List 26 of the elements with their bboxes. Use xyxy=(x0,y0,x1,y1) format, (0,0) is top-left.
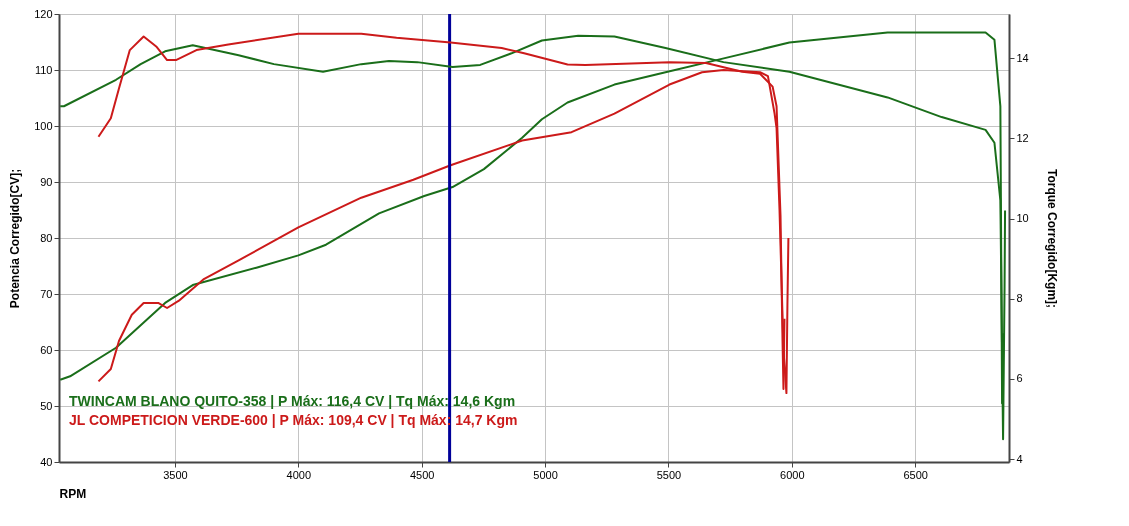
y-tick-label: 110 xyxy=(34,63,53,76)
x-tick-label: 5500 xyxy=(656,468,682,481)
y-axis-title: Potencia Corregido[CV]; xyxy=(8,168,23,309)
y2-tick-label: 10 xyxy=(1016,212,1029,225)
x-tick-label: 6000 xyxy=(780,468,805,481)
y-tick-label: 100 xyxy=(34,119,53,132)
y-tick-label: 60 xyxy=(40,343,53,356)
y2-tick-label: 4 xyxy=(1016,452,1023,465)
y2-tick-label: 8 xyxy=(1016,292,1023,305)
x-axis-title: RPM xyxy=(59,486,87,501)
x-tick-label: 4500 xyxy=(409,468,435,481)
y2-tick-label: 6 xyxy=(1016,372,1023,385)
x-tick-label: 6500 xyxy=(903,468,928,481)
y-tick-label: 120 xyxy=(34,7,53,20)
y-tick-label: 40 xyxy=(40,455,53,468)
x-tick-label: 3500 xyxy=(163,468,188,481)
y-tick-label: 90 xyxy=(40,175,53,188)
y-tick-label: 50 xyxy=(40,399,53,412)
y-tick-label: 70 xyxy=(40,287,53,300)
y2-axis-title: Torque Corregido[Kgm]; xyxy=(1044,168,1059,309)
series-label: TWINCAM BLANO QUITO-358 | P Máx: 116,4 CV | Tq Máx: 14,6 Kgm xyxy=(69,393,516,409)
x-tick-label: 4000 xyxy=(286,468,312,481)
y2-tick-label: 12 xyxy=(1016,131,1029,144)
y2-tick-label: 14 xyxy=(1016,51,1029,64)
x-tick-label: 5000 xyxy=(533,468,558,481)
y-tick-label: 80 xyxy=(40,231,53,244)
